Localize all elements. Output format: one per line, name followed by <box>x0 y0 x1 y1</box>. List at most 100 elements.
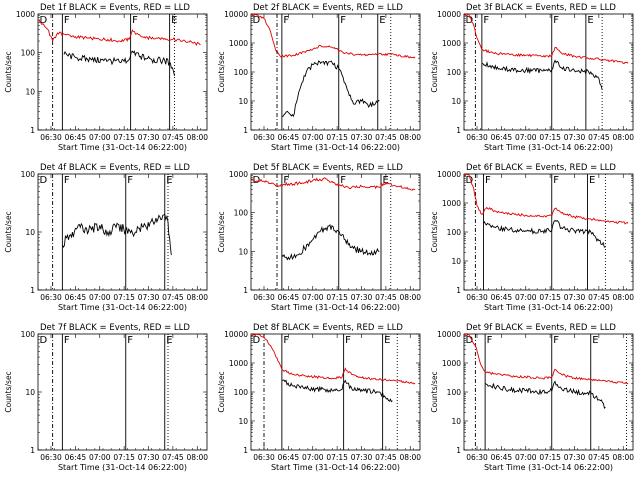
panel-title: Det 1f BLACK = Events, RED = LLD <box>40 3 190 13</box>
y-tick-label: 1 <box>30 126 35 135</box>
x-tick-label: 06:30 <box>466 293 488 302</box>
plot-frame <box>463 173 634 291</box>
plot-frame <box>37 13 208 131</box>
event-marker-label: E <box>383 175 389 186</box>
event-marker-label: D <box>40 175 48 186</box>
plot-frame <box>250 13 421 131</box>
event-marker-label: D <box>466 15 474 26</box>
event-marker-label: F <box>340 15 346 26</box>
x-tick-label: 08:00 <box>612 293 634 302</box>
x-tick-label: 08:00 <box>399 293 421 302</box>
x-tick-label: 06:45 <box>491 293 513 302</box>
x-tick-label: 07:00 <box>302 293 324 302</box>
y-tick-label: 1 <box>456 446 461 455</box>
x-axis-label: Start Time (31-Oct-14 06:22:00) <box>484 143 613 152</box>
x-tick-label: 06:45 <box>491 133 513 142</box>
x-tick-label: 07:30 <box>564 293 586 302</box>
detector-panel-2: Det 2f BLACK = Events, RED = LLD 1 10 100 10… <box>217 3 421 152</box>
y-axis-label: Counts/sec <box>430 51 439 92</box>
event-marker-label: F <box>340 175 346 186</box>
x-tick-label: 07:30 <box>351 453 373 462</box>
lld-series-line <box>463 333 629 385</box>
y-tick-label: 10000 <box>224 330 248 339</box>
y-tick-label: 1000 <box>229 170 248 179</box>
detector-panel-4: Det 4f BLACK = Events, RED = LLD 1 10 100 06… <box>4 163 208 312</box>
event-marker-label: E <box>166 175 172 186</box>
panel-title: Det 4f BLACK = Events, RED = LLD <box>40 163 190 173</box>
x-tick-label: 07:15 <box>113 133 135 142</box>
events-series-line <box>281 224 380 261</box>
event-marker-label: F <box>132 15 138 26</box>
y-tick-label: 1000 <box>229 39 248 48</box>
detector-panel-1: Det 1f BLACK = Events, RED = LLD 1 10 100 10… <box>4 3 208 152</box>
x-tick-label: 07:45 <box>375 133 397 142</box>
event-marker-label: F <box>487 335 493 346</box>
x-tick-label: 07:30 <box>351 293 373 302</box>
x-tick-label: 07:45 <box>375 293 397 302</box>
panel-title: Det 6f BLACK = Events, RED = LLD <box>466 163 616 173</box>
event-marker-label: F <box>127 175 133 186</box>
x-tick-label: 06:45 <box>65 133 87 142</box>
y-tick-label: 1 <box>243 126 248 135</box>
y-tick-label: 100 <box>234 209 249 218</box>
y-tick-label: 100 <box>447 228 462 237</box>
detector-panel-5: Det 5f BLACK = Events, RED = LLD 1 10 100 10… <box>217 163 421 312</box>
x-tick-label: 06:30 <box>466 453 488 462</box>
plot-frame <box>37 173 208 291</box>
x-tick-label: 08:00 <box>612 453 634 462</box>
x-axis-label: Start Time (31-Oct-14 06:22:00) <box>58 463 187 472</box>
y-axis-label: Counts/sec <box>217 211 226 252</box>
y-tick-label: 1 <box>456 126 461 135</box>
x-tick-label: 07:00 <box>89 133 111 142</box>
detector-panel-7: Det 7f BLACK = Events, RED = LLD 1 10 100 06… <box>4 323 208 472</box>
x-tick-label: 07:30 <box>564 453 586 462</box>
y-tick-label: 100 <box>21 330 36 339</box>
panel-title: Det 7f BLACK = Events, RED = LLD <box>40 323 190 333</box>
event-marker-label: F <box>283 175 289 186</box>
x-tick-label: 08:00 <box>612 133 634 142</box>
event-marker-label: F <box>483 15 489 26</box>
lld-series-line <box>463 13 629 64</box>
y-tick-label: 100 <box>234 388 249 397</box>
x-tick-label: 07:00 <box>515 293 537 302</box>
x-tick-label: 06:30 <box>40 453 62 462</box>
x-tick-label: 06:45 <box>278 293 300 302</box>
event-marker-label: F <box>553 15 559 26</box>
event-marker-label: F <box>64 175 70 186</box>
y-tick-label: 100 <box>447 388 462 397</box>
x-tick-label: 07:45 <box>588 293 610 302</box>
x-tick-label: 07:15 <box>326 453 348 462</box>
x-axis-label: Start Time (31-Oct-14 06:22:00) <box>271 143 400 152</box>
y-axis-label: Counts/sec <box>4 51 13 92</box>
x-tick-label: 08:00 <box>186 453 208 462</box>
x-tick-label: 07:00 <box>302 453 324 462</box>
x-tick-label: 07:30 <box>351 133 373 142</box>
y-tick-label: 1000 <box>229 359 248 368</box>
y-tick-label: 10 <box>451 257 461 266</box>
panel-title: Det 2f BLACK = Events, RED = LLD <box>253 3 403 13</box>
y-tick-label: 10 <box>238 247 248 256</box>
event-marker-label: D <box>40 335 48 346</box>
events-series-line <box>483 219 606 248</box>
y-axis-label: Counts/sec <box>430 211 439 252</box>
x-tick-label: 07:15 <box>539 133 561 142</box>
x-tick-label: 07:30 <box>138 453 160 462</box>
y-axis-label: Counts/sec <box>4 371 13 412</box>
y-tick-label: 1 <box>456 286 461 295</box>
panel-title: Det 8f BLACK = Events, RED = LLD <box>253 323 403 333</box>
plot-frame <box>250 173 421 291</box>
y-tick-label: 10 <box>25 388 35 397</box>
y-tick-label: 1 <box>243 446 248 455</box>
x-tick-label: 07:00 <box>89 453 111 462</box>
lld-series-line <box>37 19 201 47</box>
lld-series-line <box>250 333 416 385</box>
x-tick-label: 07:15 <box>113 293 135 302</box>
x-tick-label: 07:15 <box>326 293 348 302</box>
event-marker-label: D <box>253 175 261 186</box>
event-marker-label: E <box>589 175 595 186</box>
x-tick-label: 06:45 <box>65 453 87 462</box>
x-tick-label: 07:15 <box>326 133 348 142</box>
events-series-line <box>281 379 393 403</box>
x-tick-label: 07:45 <box>588 453 610 462</box>
